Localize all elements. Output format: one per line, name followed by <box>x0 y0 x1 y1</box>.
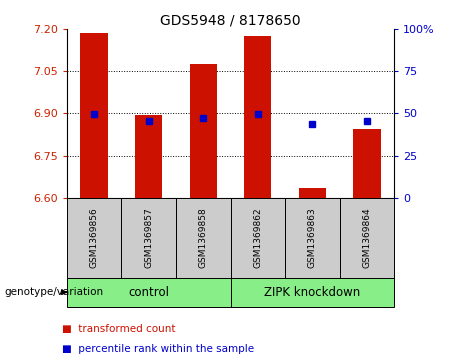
Bar <box>244 36 272 198</box>
Bar <box>340 198 394 278</box>
Bar <box>135 115 162 198</box>
Text: GSM1369864: GSM1369864 <box>362 207 372 268</box>
Text: GSM1369858: GSM1369858 <box>199 207 208 268</box>
Bar <box>230 278 394 307</box>
Text: GSM1369857: GSM1369857 <box>144 207 153 268</box>
Bar <box>81 33 108 198</box>
Bar <box>353 129 380 198</box>
Bar <box>285 198 340 278</box>
Text: GSM1369862: GSM1369862 <box>253 207 262 268</box>
Bar <box>176 198 230 278</box>
Bar <box>299 188 326 198</box>
Title: GDS5948 / 8178650: GDS5948 / 8178650 <box>160 14 301 28</box>
Text: control: control <box>128 286 169 299</box>
Text: GSM1369856: GSM1369856 <box>89 207 99 268</box>
Text: genotype/variation: genotype/variation <box>5 287 104 297</box>
Bar <box>67 278 230 307</box>
Bar <box>121 198 176 278</box>
Text: GSM1369863: GSM1369863 <box>308 207 317 268</box>
Bar <box>189 64 217 198</box>
Bar <box>230 198 285 278</box>
Text: ZIPK knockdown: ZIPK knockdown <box>264 286 361 299</box>
Bar <box>67 198 121 278</box>
Text: ■  percentile rank within the sample: ■ percentile rank within the sample <box>62 344 254 354</box>
Text: ■  transformed count: ■ transformed count <box>62 323 176 334</box>
